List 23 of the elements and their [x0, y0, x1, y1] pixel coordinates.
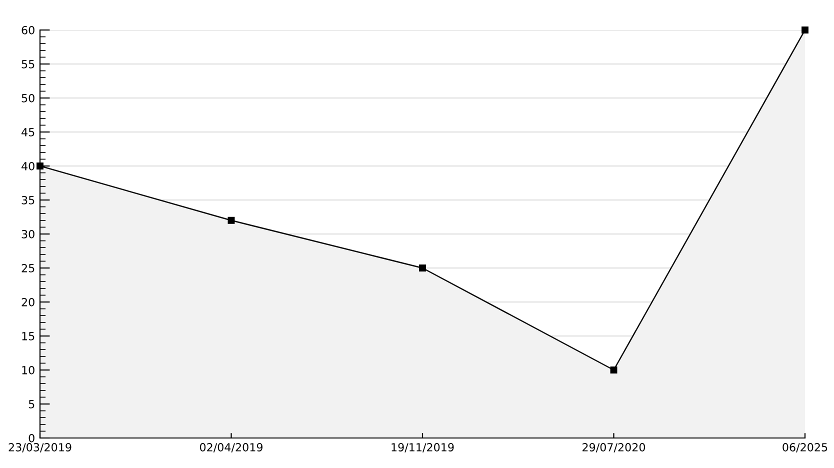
- y-tick-label: 0: [28, 434, 34, 442]
- y-tick-label: 5: [28, 400, 34, 408]
- point: [228, 216, 235, 224]
- y-tick-label: 35: [22, 196, 34, 204]
- y-tick-label: 50: [22, 94, 34, 102]
- y-tick-label: 15: [22, 332, 34, 340]
- point: [419, 264, 426, 272]
- point: [610, 366, 618, 374]
- x-tick-label: 23/03/2019: [8, 443, 72, 452]
- y-tick-label: 40: [22, 162, 34, 170]
- x-tick-label: 29/07/2020: [582, 443, 646, 452]
- x-tick-label: 02/04/2019: [200, 443, 262, 452]
- y-tick-label: 55: [22, 60, 34, 68]
- y-tick-label: 30: [22, 230, 34, 238]
- x-tick-label: 06/2025: [782, 443, 828, 452]
- y-tick-label: 60: [22, 26, 34, 34]
- y-tick-label: 25: [22, 264, 34, 272]
- point: [802, 26, 808, 34]
- y-tick-label: 45: [22, 128, 34, 136]
- point: [36, 162, 44, 170]
- y-tick-label: 20: [22, 298, 34, 306]
- x-tick-label: 19/11/2019: [392, 443, 454, 452]
- y-tick-label: 10: [22, 366, 34, 374]
